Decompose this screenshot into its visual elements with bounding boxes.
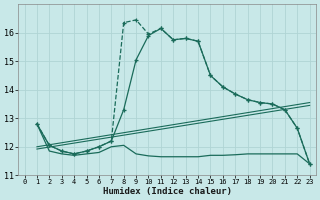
X-axis label: Humidex (Indice chaleur): Humidex (Indice chaleur) — [103, 187, 232, 196]
